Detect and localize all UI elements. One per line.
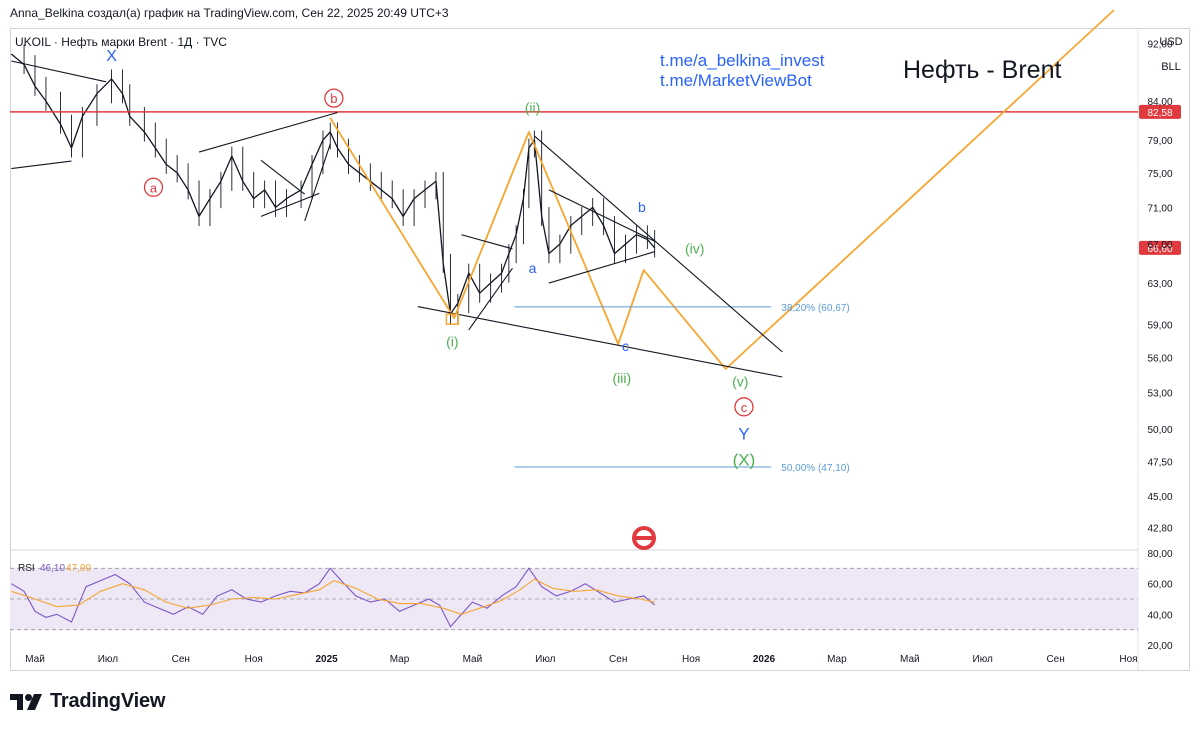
tradingview-logo-text: TradingView (50, 690, 166, 712)
time-tick-label: Мар (390, 654, 410, 665)
time-tick-label: Ноя (245, 654, 263, 665)
tradingview-logo[interactable]: TradingView (10, 690, 165, 713)
symbol-line: UKOIL · Нефть марки Brent · 1Д · TVC (15, 35, 227, 49)
rsi-tick-label: 80,00 (1147, 549, 1172, 560)
trendline-triangle-top (260, 159, 306, 195)
rsi-ma-value: 47,90 (66, 563, 91, 574)
price-series (10, 9, 1138, 628)
trendline-b-triangle-top (548, 189, 655, 242)
time-tick-label: Сен (172, 654, 190, 665)
time-tick-label: 2026 (753, 654, 776, 665)
wave-label-c-circle: c (741, 400, 748, 415)
wave-label-b-circle-circle (324, 88, 344, 108)
price-tick-label: 42,80 (1147, 523, 1172, 534)
wave-label-c-small: c (622, 338, 629, 354)
wave-label-iii: (iii) (613, 370, 632, 386)
price-tick-label: 50,00 (1147, 425, 1172, 436)
price-tick-label: 79,00 (1147, 136, 1172, 147)
wave-label-x-paren: (X) (733, 451, 756, 470)
trendline-b-triangle-bottom (548, 251, 655, 284)
wave-label-b-small: b (638, 199, 646, 215)
rsi-tick-label: 60,00 (1147, 580, 1172, 591)
resistance-price-badge-bg (1139, 104, 1181, 119)
price-tick-label: 67,00 (1147, 240, 1172, 251)
flag-icon (632, 526, 656, 550)
time-tick-label: Мар (827, 654, 847, 665)
trendline-triangle-bottom (260, 192, 320, 217)
wave-i-marker (445, 313, 460, 325)
wave-label-i: (i) (446, 333, 458, 349)
wave-projection-line (329, 9, 1115, 370)
wave-label-a-small: a (529, 260, 537, 276)
rsi-line (11, 567, 656, 628)
time-tick-label: Ноя (682, 654, 700, 665)
trendline-wedge-upper (534, 135, 783, 353)
price-tick-label: 45,00 (1147, 492, 1172, 503)
fib-level-label: 38,20% (60,67) (781, 303, 849, 314)
price-tick-label: 71,00 (1147, 203, 1172, 214)
tradingview-logo-icon (10, 693, 42, 710)
resistance-price-badge: 82,58 (1147, 108, 1172, 119)
wave-label-b-circle: b (330, 91, 337, 106)
wave-label-v: (v) (732, 373, 748, 389)
price-tick-label: 56,00 (1147, 354, 1172, 365)
time-tick-label: Ноя (1119, 654, 1137, 665)
rsi-tick-label: 20,00 (1147, 641, 1172, 652)
trendline-i-top (461, 234, 513, 250)
wave-label-x: X (106, 48, 117, 65)
telegram-link-1[interactable]: t.me/a_belkina_invest (660, 51, 825, 70)
wave-label-c-circle-circle (734, 397, 754, 417)
wave-label-ii: (ii) (525, 100, 541, 116)
wave-label-y: Y (738, 424, 749, 443)
trendline-i-bottom (468, 267, 513, 331)
rsi-label: RSI (18, 563, 35, 574)
time-tick-label: 2025 (315, 654, 338, 665)
trendline-triangle-end (304, 143, 331, 222)
trendline-wedge-lower (417, 306, 783, 378)
time-tick-label: Июл (535, 654, 555, 665)
wave-label-iv: (iv) (685, 241, 704, 257)
time-tick-label: Май (25, 654, 45, 665)
time-tick-label: Сен (1046, 654, 1064, 665)
trendline-b-upper (198, 111, 338, 153)
last-price-badge-bg (1139, 240, 1181, 255)
time-tick-label: Май (900, 654, 920, 665)
chart-frame (10, 28, 1190, 671)
last-price-badge: 66,60 (1147, 244, 1172, 255)
currency-button[interactable]: USD (1159, 36, 1183, 48)
wave-label-a-circle: a (150, 180, 158, 195)
price-tick-label: 59,00 (1147, 321, 1172, 332)
rsi-value: 46,10 (40, 563, 65, 574)
wave-label-a-circle-circle (143, 177, 164, 197)
trendline-lower-left (11, 160, 72, 170)
price-tick-label: 63,00 (1147, 279, 1172, 290)
rsi-ma-line (11, 578, 655, 615)
chart-big-title: Нефть - Brent (903, 56, 1061, 84)
price-tick-label: 75,00 (1147, 169, 1172, 180)
axes: 92,00 84,00 79,00 75,00 71,00 67,00 63,00 59,00… (25, 40, 1173, 665)
wave-annotations: 38,20% (60,67) 50,00% (47,10) Xa b c (i) (ii) (… (106, 48, 1181, 474)
unit-button[interactable]: BLL (1161, 61, 1181, 73)
price-tick-label: 84,00 (1147, 97, 1172, 108)
time-tick-label: Май (463, 654, 483, 665)
telegram-link-2[interactable]: t.me/MarketViewBot (660, 71, 812, 90)
time-tick-label: Июл (973, 654, 993, 665)
price-tick-label: 92,00 (1147, 40, 1172, 51)
time-tick-label: Июл (98, 654, 118, 665)
trendline-upper-left (11, 60, 107, 83)
chart-attribution: Anna_Belkina создал(а) график на Trading… (10, 6, 449, 20)
price-tick-label: 47,50 (1147, 458, 1172, 469)
fib-level-label: 50,00% (47,10) (781, 463, 849, 474)
rsi-tick-label: 40,00 (1147, 610, 1172, 621)
price-grid (10, 30, 1139, 670)
time-tick-label: Сен (609, 654, 627, 665)
price-tick-label: 53,00 (1147, 388, 1172, 399)
